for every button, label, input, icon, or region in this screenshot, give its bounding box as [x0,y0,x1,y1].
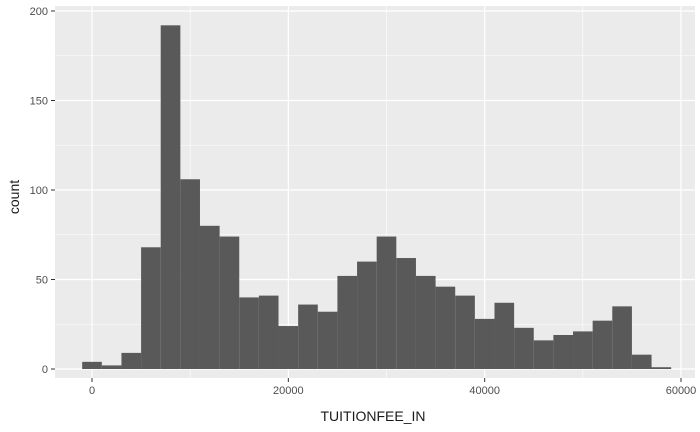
histogram-bar [474,318,495,369]
histogram-bar [317,311,338,369]
histogram-bars [82,25,672,369]
y-tick-label: 0 [42,364,48,376]
histogram-bar [573,331,593,369]
histogram-bar [396,258,416,369]
x-axis: 0 20000 40000 60000 [89,378,696,397]
x-axis-title: TUITIONFEE_IN [320,408,425,424]
y-tick-label: 100 [30,185,48,197]
y-axis: 0 50 100 150 200 [30,6,55,376]
y-tick-label: 200 [30,6,48,18]
histogram-bar [160,25,181,369]
y-tick-label: 150 [30,96,48,108]
histogram-bar [612,306,632,369]
histogram-bar [553,334,574,369]
histogram-bar [180,179,200,369]
histogram-bar [514,327,534,369]
histogram-bar [376,236,397,369]
histogram-bar [357,261,377,369]
histogram-bar [101,365,122,369]
histogram-bar [121,352,142,369]
x-tick-label: 0 [89,385,95,397]
y-tick-label: 50 [36,275,48,287]
histogram-bar [278,326,299,369]
histogram-bar [631,354,652,369]
histogram-bar [337,275,358,369]
x-tick-label: 40000 [469,385,500,397]
histogram-bar [298,304,318,369]
histogram-bar [415,275,436,369]
histogram-bar [219,236,240,369]
x-tick-label: 60000 [666,385,697,397]
histogram-bar [258,295,279,369]
histogram-bar [141,247,161,369]
y-axis-title: count [6,180,22,214]
histogram-bar [199,225,220,369]
histogram-bar [651,367,672,369]
histogram-bar [82,361,102,369]
histogram-bar [533,340,554,369]
histogram-bar [494,302,515,369]
x-tick-label: 20000 [273,385,304,397]
histogram-bar [455,295,475,369]
histogram-bar [239,297,259,369]
major-gridlines [55,6,695,378]
histogram-bar [592,320,613,369]
histogram-bar [435,286,456,369]
